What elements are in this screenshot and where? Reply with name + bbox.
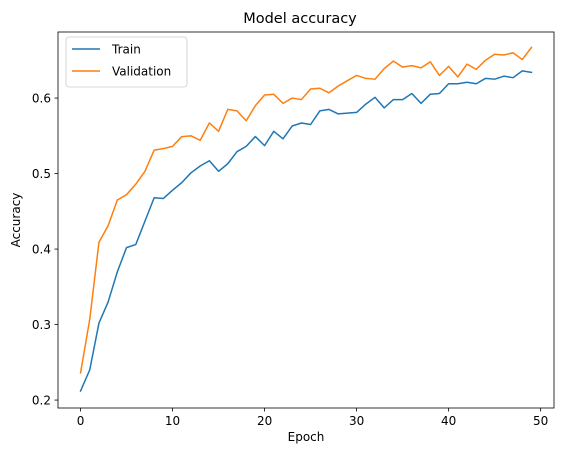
legend-label-validation: Validation [112, 64, 171, 78]
y-tick-label: 0.4 [32, 242, 51, 256]
x-axis: 0 10 20 30 40 50 [77, 408, 548, 428]
x-tick-label: 50 [533, 414, 548, 428]
x-tick-label: 0 [77, 414, 85, 428]
series-line-train [79, 70, 533, 392]
legend-label-train: Train [111, 42, 141, 56]
plot-frame [57, 31, 555, 409]
y-tick-label: 0.6 [32, 91, 51, 105]
legend: Train Validation [65, 36, 188, 88]
chart-title: Model accuracy [243, 11, 357, 27]
y-tick-label: 0.5 [32, 167, 51, 181]
y-tick-label: 0.3 [32, 318, 51, 332]
y-axis-label: Accuracy [9, 193, 23, 248]
plot-area [79, 46, 533, 392]
y-tick-label: 0.2 [32, 393, 51, 407]
x-axis-label: Epoch [288, 430, 325, 444]
y-axis: 0.2 0.3 0.4 0.5 0.6 [32, 91, 58, 407]
series-line-validation [79, 46, 533, 374]
x-tick-label: 10 [165, 414, 180, 428]
x-tick-label: 30 [349, 414, 364, 428]
x-tick-label: 20 [257, 414, 272, 428]
x-tick-label: 40 [441, 414, 456, 428]
